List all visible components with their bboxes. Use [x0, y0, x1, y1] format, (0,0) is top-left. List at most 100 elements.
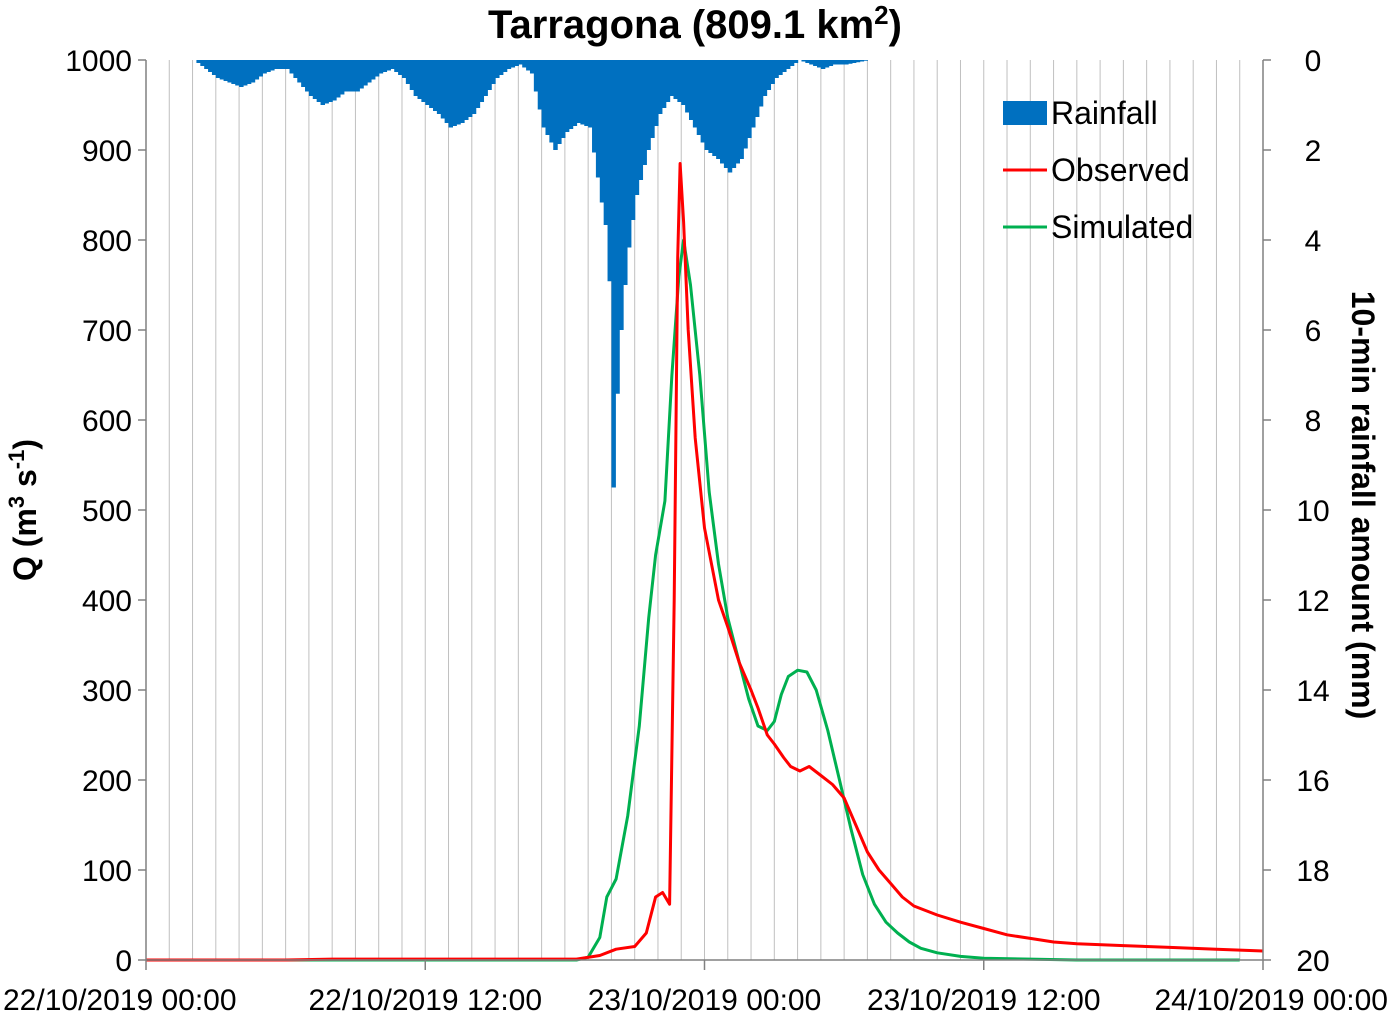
rainfall-bar	[367, 60, 372, 83]
rainfall-bar	[211, 60, 217, 75]
y-tick-label: 700	[82, 315, 132, 348]
rainfall-bar	[642, 60, 647, 165]
rainfall-bar	[374, 60, 380, 77]
rainfall-bar	[704, 60, 709, 150]
rainfall-bar	[553, 60, 558, 150]
y-tick-label: 600	[82, 405, 132, 438]
rainfall-bar	[289, 60, 294, 74]
rainfall-bar	[518, 60, 523, 65]
rainfall-bar	[324, 60, 329, 104]
rainfall-bar	[277, 60, 283, 69]
rainfall-bar	[351, 60, 357, 92]
rainfall-bar	[685, 60, 690, 113]
rainfall-bar	[510, 60, 516, 68]
rainfall-bar	[731, 60, 737, 168]
y2-tick-label: 12	[1296, 585, 1329, 618]
rainfall-bar	[677, 60, 682, 102]
rainfall-bar	[588, 60, 593, 128]
y2-tick-label: 20	[1296, 945, 1329, 978]
rainfall-bar	[844, 60, 849, 65]
rainfall-bar	[487, 60, 492, 90]
rainfall-bar	[762, 60, 768, 96]
rainfall-bar	[270, 60, 275, 71]
x-tick-label: 24/10/2019 00:00	[1154, 984, 1388, 1012]
rainfall-bar	[774, 60, 779, 78]
rainfall-bar	[688, 60, 694, 120]
rainfall-bar	[475, 60, 481, 108]
axes: 0 100 200 300 400 500 600 700 800 900 1000 0 2 4 6 8 10 1…	[3, 45, 1388, 1012]
rainfall-bar	[751, 60, 756, 128]
x-tick-label: 23/10/2019 12:00	[867, 984, 1101, 1012]
y2-tick-label: 4	[1305, 225, 1322, 258]
rainfall-bar	[258, 60, 263, 77]
rainfall-bar	[196, 60, 201, 63]
rainfall-bar	[526, 60, 531, 71]
rainfall-bar	[320, 60, 326, 105]
rainfall-bar	[529, 60, 535, 74]
rainfall-bar	[502, 60, 508, 72]
rainfall-bar	[483, 60, 488, 96]
rainfall-bar	[700, 60, 706, 143]
rainfall-bar	[514, 60, 519, 66]
legend-label: Simulated	[1051, 209, 1193, 245]
rainfall-bar	[634, 60, 640, 195]
rainfall-bar	[204, 60, 209, 69]
rainfall-bar	[770, 60, 775, 84]
rainfall-bar	[696, 60, 702, 135]
y2-tick-label: 6	[1305, 315, 1322, 348]
rainfall-bar	[758, 60, 764, 107]
rainfall-bar	[200, 60, 205, 66]
rainfall-bar	[332, 60, 337, 101]
legend-item-simulated: Simulated	[1003, 209, 1193, 245]
rainfall-bar	[568, 60, 574, 129]
rainfall-bar	[836, 60, 841, 65]
rainfall-bar	[464, 60, 469, 120]
y-tick-label: 100	[82, 855, 132, 888]
rainfall-bar	[471, 60, 477, 114]
rainfall-bar	[413, 60, 419, 96]
rainfall-bar	[448, 60, 453, 128]
rainfall-bar	[285, 60, 291, 69]
rainfall-bar	[824, 60, 830, 68]
rainfall-bar	[231, 60, 236, 84]
rainfall-bar	[347, 60, 353, 92]
rainfall-bar	[720, 60, 725, 164]
rainfall-bar	[778, 60, 783, 75]
rainfall-bar	[735, 60, 741, 164]
rainfall-bar	[394, 60, 399, 72]
rainfall-bar	[611, 60, 616, 488]
rainfall-bar	[545, 60, 550, 135]
y-axis-title: Q (m3 s-1)	[4, 439, 43, 581]
x-tick-label: 22/10/2019 12:00	[308, 984, 542, 1012]
y2-tick-label: 8	[1305, 405, 1322, 438]
rainfall-bar	[619, 60, 624, 330]
rainfall-bar	[227, 60, 232, 83]
y-tick-label: 400	[82, 585, 132, 618]
rainfall-bar	[254, 60, 260, 80]
rainfall-bar	[355, 60, 360, 92]
flow-lines	[146, 162, 1264, 962]
rainfall-bar	[572, 60, 578, 126]
rainfall-bar	[848, 60, 853, 64]
rainfall-bar	[495, 60, 500, 78]
rainfall-bar	[654, 60, 659, 126]
rainfall-bar	[425, 60, 430, 105]
y-tick-label: 0	[115, 945, 132, 978]
rainfall-bar	[266, 60, 271, 72]
rainfall-bar	[630, 60, 636, 220]
rainfall-bar	[840, 60, 845, 65]
rainfall-bar	[401, 60, 407, 78]
rainfall-bar	[855, 60, 861, 63]
legend-label: Observed	[1051, 152, 1190, 188]
rainfall-bar	[328, 60, 333, 102]
y-tick-label: 300	[82, 675, 132, 708]
rainfall-bar	[460, 60, 465, 123]
rainfall-bar	[828, 60, 834, 66]
rainfall-bar	[444, 60, 450, 123]
rainfall-bar	[436, 60, 442, 114]
rainfall-bar	[754, 60, 760, 117]
rainfall-bar	[316, 60, 322, 102]
legend-item-observed: Observed	[1003, 152, 1190, 188]
y2-tick-label: 18	[1296, 855, 1329, 888]
